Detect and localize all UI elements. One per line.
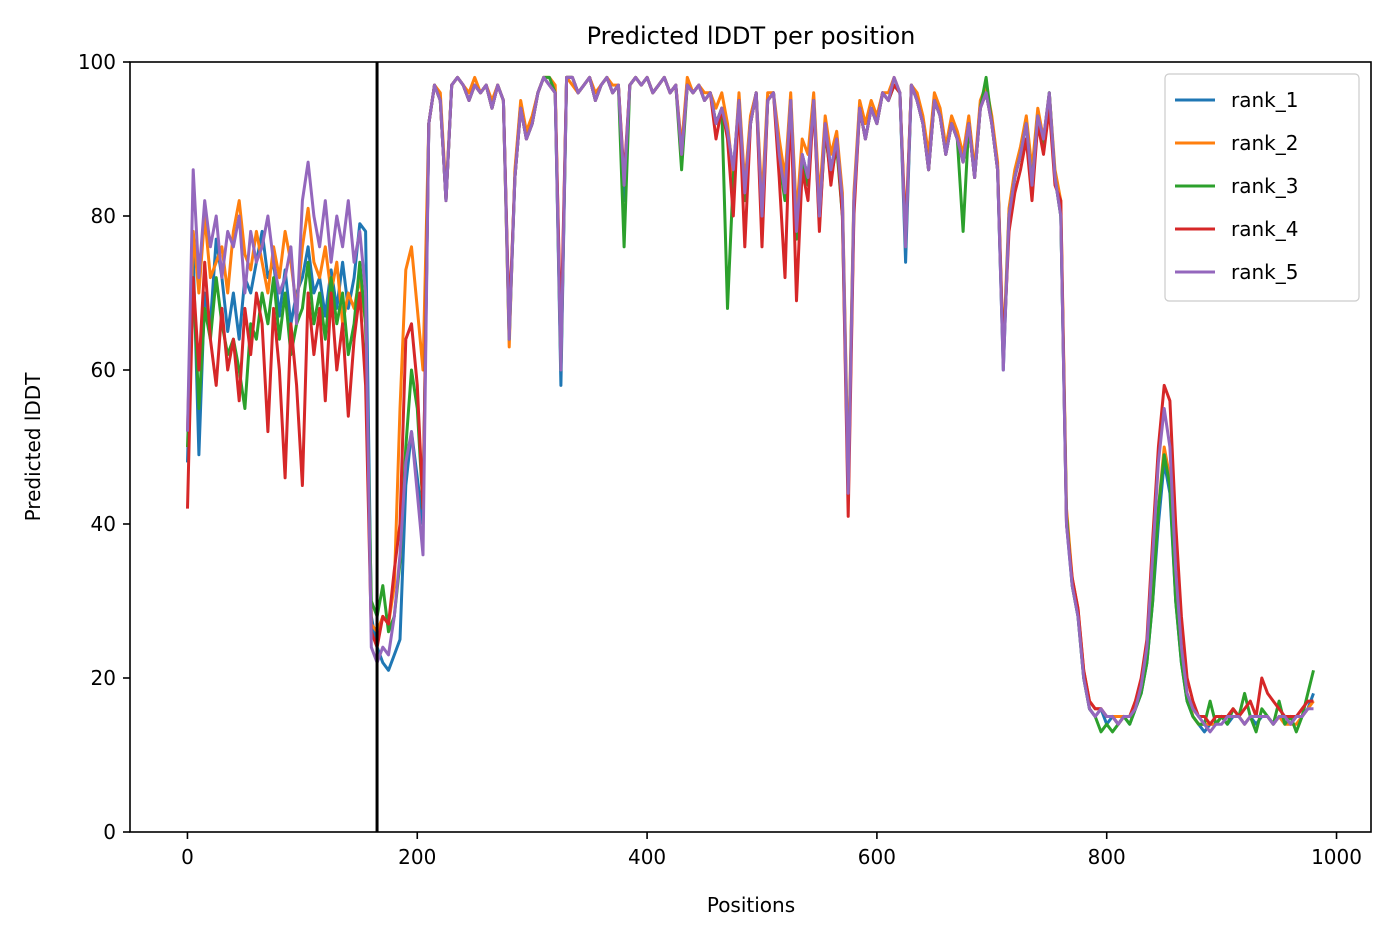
series-line-rank_1 — [186, 75, 1315, 734]
legend: rank_1 rank_2 rank_3 rank_4 rank_5 — [1164, 73, 1360, 302]
x-tick-label: 800 — [1088, 845, 1126, 869]
y-tick-label: 100 — [78, 50, 116, 74]
x-tick-label: 200 — [398, 845, 436, 869]
series-line-rank_3 — [186, 75, 1315, 734]
x-axis-label: Positions — [707, 893, 795, 917]
x-tick-label: 400 — [628, 845, 666, 869]
y-tick-label: 60 — [91, 358, 116, 382]
y-tick-label: 80 — [91, 204, 116, 228]
y-tick-label: 40 — [91, 512, 116, 536]
x-axis: 0 200 400 600 800 1000 — [181, 832, 1362, 869]
series-line-rank_5 — [186, 75, 1314, 734]
chart-title: Predicted lDDT per position — [587, 22, 916, 50]
legend-label-rank_2: rank_2 — [1231, 131, 1298, 155]
legend-box — [1164, 73, 1360, 302]
plot-frame — [129, 61, 1372, 833]
y-tick-label: 20 — [91, 666, 116, 690]
legend-label-rank_1: rank_1 — [1231, 88, 1298, 112]
x-tick-label: 1000 — [1311, 845, 1362, 869]
series-line-rank_2 — [186, 75, 1315, 726]
legend-label-rank_5: rank_5 — [1231, 260, 1298, 284]
y-axis: 0 20 40 60 80 100 — [78, 50, 130, 844]
y-tick-label: 0 — [103, 820, 116, 844]
y-axis-label: Predicted lDDT — [21, 372, 45, 522]
series-line-rank_4 — [186, 75, 1314, 726]
legend-label-rank_3: rank_3 — [1231, 174, 1298, 198]
x-tick-label: 600 — [858, 845, 896, 869]
legend-label-rank_4: rank_4 — [1231, 217, 1298, 241]
x-tick-label: 0 — [181, 845, 194, 869]
